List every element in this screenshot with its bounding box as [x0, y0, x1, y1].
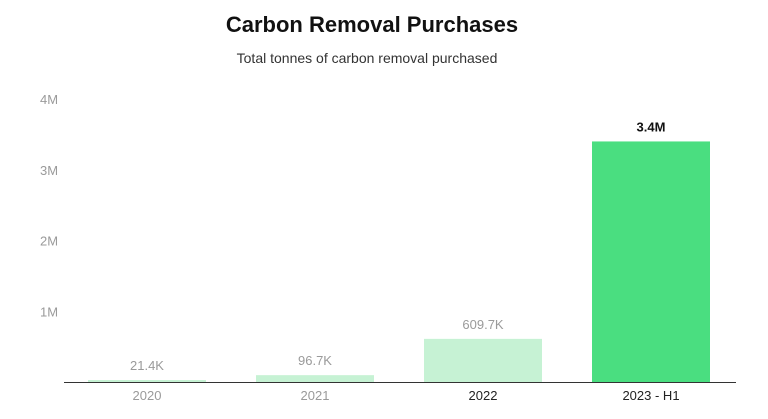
bar	[592, 141, 710, 382]
x-tick-label: 2021	[301, 388, 330, 403]
chart-subtitle: Total tonnes of carbon removal purchased	[236, 50, 498, 66]
x-tick-label: 2023 - H1	[622, 388, 679, 403]
x-tick-label: 2020	[133, 388, 162, 403]
bar	[424, 338, 542, 382]
y-tick-label: 1M	[40, 304, 58, 319]
data-label: 3.4M	[637, 119, 666, 134]
x-axis: 2020 2021 2022 2023 - H1	[64, 382, 736, 403]
y-tick-label: 2M	[40, 234, 58, 249]
bars	[88, 141, 710, 382]
y-tick-label: 4M	[40, 92, 58, 107]
data-label: 21.4K	[130, 358, 164, 373]
bar	[256, 375, 374, 382]
data-labels: 21.4K 96.7K 609.7K 3.4M	[130, 119, 665, 373]
y-axis: 1M 2M 3M 4M	[40, 92, 58, 319]
data-label: 96.7K	[298, 353, 332, 368]
data-label: 609.7K	[462, 317, 504, 332]
chart-title: Carbon Removal Purchases	[225, 12, 519, 37]
bar	[88, 380, 206, 382]
y-tick-label: 3M	[40, 163, 58, 178]
x-tick-label: 2022	[469, 388, 498, 403]
